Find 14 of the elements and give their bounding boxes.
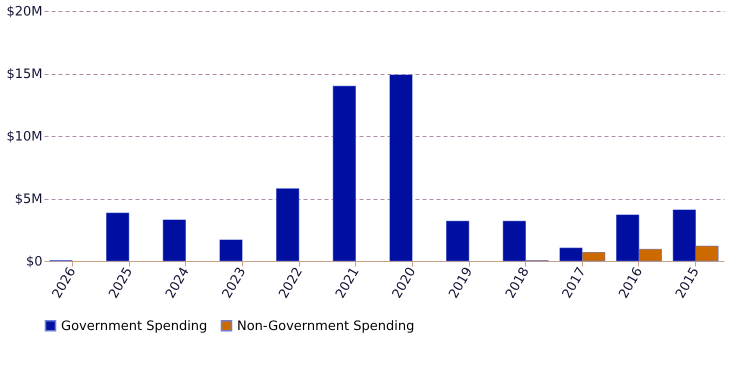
y-tick-label: $5M [14, 192, 42, 207]
y-tick-label: $10M [6, 130, 42, 144]
bar [389, 74, 413, 262]
legend-label: Non-Government Spending [237, 318, 414, 334]
y-tick-label: $20M [6, 4, 42, 20]
legend-label: Government Spending [61, 318, 208, 334]
y-tick-label: $0 [26, 254, 42, 270]
bar [276, 188, 300, 262]
bar [332, 86, 356, 262]
bar [162, 220, 186, 262]
y-tick-label: $15M [6, 67, 42, 82]
bar [106, 212, 130, 262]
bar [219, 240, 243, 262]
bar [446, 220, 470, 262]
